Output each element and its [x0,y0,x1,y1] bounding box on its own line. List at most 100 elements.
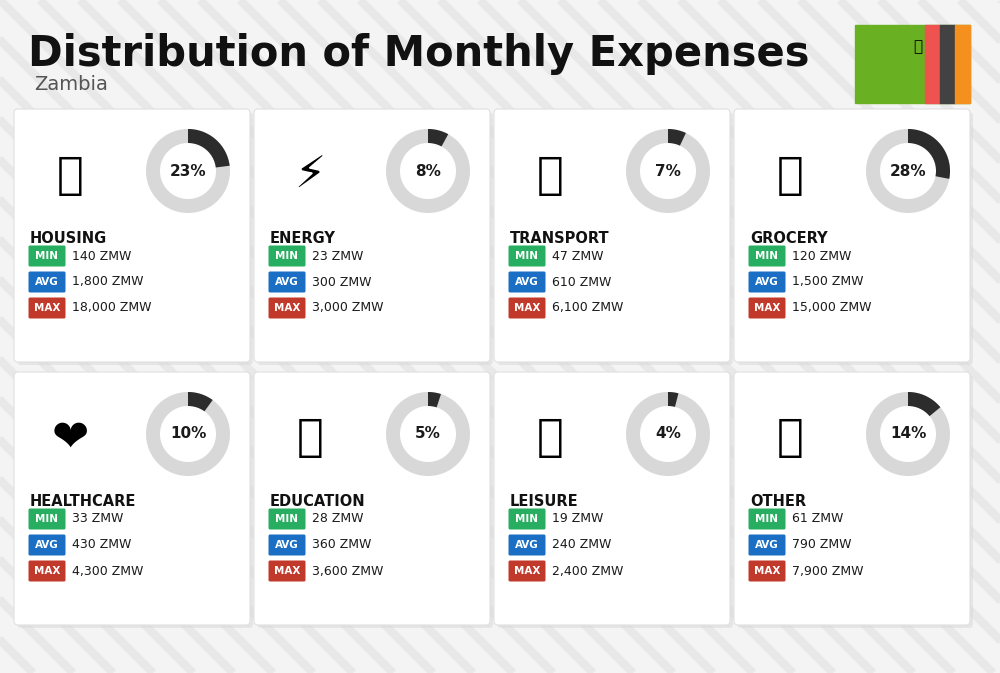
Text: AVG: AVG [275,540,299,550]
Text: 🦅: 🦅 [914,39,923,55]
FancyBboxPatch shape [14,109,250,362]
Text: 14%: 14% [890,427,926,441]
Text: 18,000 ZMW: 18,000 ZMW [72,302,152,314]
Text: 61 ZMW: 61 ZMW [792,513,843,526]
FancyBboxPatch shape [497,375,733,628]
FancyBboxPatch shape [28,561,66,581]
FancyBboxPatch shape [257,375,493,628]
FancyBboxPatch shape [737,375,973,628]
Bar [940,25,955,103]
Text: 3,000 ZMW: 3,000 ZMW [312,302,384,314]
Text: 🚌: 🚌 [537,153,563,197]
Text: ❤: ❤ [51,417,89,460]
Circle shape [402,145,454,197]
FancyBboxPatch shape [509,561,546,581]
FancyBboxPatch shape [28,246,66,267]
Text: MAX: MAX [34,303,60,313]
Text: MAX: MAX [514,566,540,576]
FancyBboxPatch shape [268,271,306,293]
Text: MAX: MAX [754,303,780,313]
Polygon shape [908,129,950,179]
FancyBboxPatch shape [254,372,490,625]
Text: AVG: AVG [35,540,59,550]
Text: LEISURE: LEISURE [510,494,579,509]
Polygon shape [908,392,940,416]
Text: 🏢: 🏢 [57,153,83,197]
Circle shape [882,145,934,197]
Text: AVG: AVG [515,277,539,287]
FancyBboxPatch shape [14,372,250,625]
Circle shape [642,145,694,197]
FancyBboxPatch shape [494,109,730,362]
FancyBboxPatch shape [748,246,786,267]
FancyBboxPatch shape [257,112,493,365]
Circle shape [402,408,454,460]
Text: OTHER: OTHER [750,494,806,509]
Text: MIN: MIN [516,514,538,524]
Text: 15,000 ZMW: 15,000 ZMW [792,302,872,314]
FancyBboxPatch shape [748,534,786,555]
Text: 🛒: 🛒 [777,153,803,197]
FancyBboxPatch shape [28,297,66,318]
Text: 360 ZMW: 360 ZMW [312,538,371,551]
Polygon shape [428,129,448,147]
Text: 47 ZMW: 47 ZMW [552,250,604,262]
FancyBboxPatch shape [28,534,66,555]
Text: 1,800 ZMW: 1,800 ZMW [72,275,144,289]
Text: AVG: AVG [515,540,539,550]
Text: Zambia: Zambia [34,75,108,94]
FancyBboxPatch shape [268,561,306,581]
Text: 140 ZMW: 140 ZMW [72,250,131,262]
Polygon shape [386,129,470,213]
Text: 7%: 7% [655,164,681,178]
Text: MAX: MAX [754,566,780,576]
FancyBboxPatch shape [734,109,970,362]
FancyBboxPatch shape [748,561,786,581]
Text: MIN: MIN [276,514,298,524]
Text: 23%: 23% [170,164,206,178]
FancyBboxPatch shape [509,509,546,530]
FancyBboxPatch shape [17,112,253,365]
Text: MAX: MAX [274,303,300,313]
Text: GROCERY: GROCERY [750,231,828,246]
Text: MIN: MIN [36,514,58,524]
Text: 430 ZMW: 430 ZMW [72,538,131,551]
FancyBboxPatch shape [28,509,66,530]
Polygon shape [146,129,230,213]
FancyBboxPatch shape [509,271,546,293]
Text: AVG: AVG [275,277,299,287]
FancyBboxPatch shape [748,297,786,318]
FancyBboxPatch shape [17,375,253,628]
Text: 240 ZMW: 240 ZMW [552,538,611,551]
FancyBboxPatch shape [268,534,306,555]
Circle shape [162,145,214,197]
FancyBboxPatch shape [254,109,490,362]
FancyBboxPatch shape [268,246,306,267]
FancyBboxPatch shape [28,271,66,293]
Polygon shape [386,392,470,476]
Text: AVG: AVG [755,277,779,287]
FancyBboxPatch shape [268,297,306,318]
Text: 23 ZMW: 23 ZMW [312,250,363,262]
Text: HEALTHCARE: HEALTHCARE [30,494,136,509]
Polygon shape [866,392,950,476]
Text: 4,300 ZMW: 4,300 ZMW [72,565,143,577]
Polygon shape [866,129,950,213]
Text: Distribution of Monthly Expenses: Distribution of Monthly Expenses [28,33,810,75]
Text: 🎓: 🎓 [297,417,323,460]
Text: ⚡: ⚡ [294,153,326,197]
Polygon shape [626,392,710,476]
Text: EDUCATION: EDUCATION [270,494,366,509]
Polygon shape [146,392,230,476]
Text: 19 ZMW: 19 ZMW [552,513,603,526]
FancyBboxPatch shape [748,271,786,293]
Text: MAX: MAX [274,566,300,576]
Bar [955,25,970,103]
Text: 10%: 10% [170,427,206,441]
Text: MIN: MIN [516,251,538,261]
Text: 8%: 8% [415,164,441,178]
Text: 🛍: 🛍 [537,417,563,460]
FancyBboxPatch shape [509,534,546,555]
Polygon shape [188,392,213,411]
Text: 1,500 ZMW: 1,500 ZMW [792,275,864,289]
